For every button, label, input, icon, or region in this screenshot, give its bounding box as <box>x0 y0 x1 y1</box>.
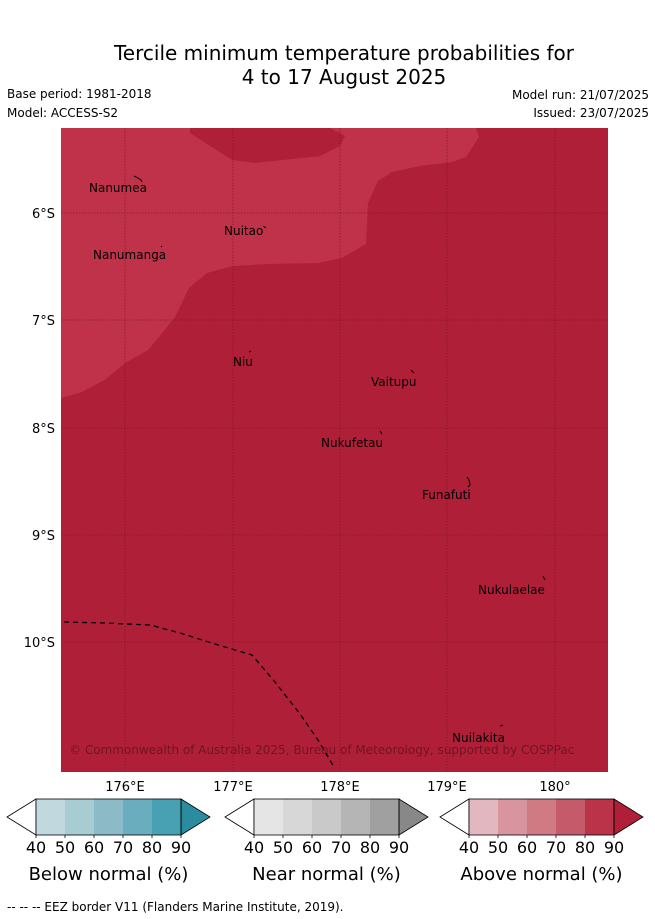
colorbar-tick-label: 90 <box>389 838 409 857</box>
colorbar-tick-label: 70 <box>546 838 566 857</box>
legend-below-normal: 40 50 60 70 80 90 Below normal (%) <box>6 798 211 885</box>
colorbar-tick-label: 90 <box>171 838 191 857</box>
colorbar-tick-label: 70 <box>331 838 351 857</box>
colorbar-segment <box>94 799 123 835</box>
legend-title: Near normal (%) <box>252 864 401 885</box>
graticule <box>61 128 608 772</box>
colorbar-segment <box>36 799 65 835</box>
island-shapes <box>133 175 546 727</box>
lon-label: 178°E <box>320 780 360 795</box>
nukufetau-island <box>379 430 383 435</box>
colorbar-segment <box>527 799 556 835</box>
nanumanga-island <box>160 245 163 248</box>
island-label: Nuitao <box>224 224 263 238</box>
colorbar-tick-label: 70 <box>113 838 133 857</box>
colorbar-extend-high <box>398 798 429 836</box>
colorbar-segment <box>123 799 152 835</box>
island-label: Nanumea <box>89 181 147 195</box>
colorbar-outline <box>468 798 615 836</box>
colorbar-tick-label: 40 <box>244 838 264 857</box>
legend-near-normal: 40 50 60 70 80 90 Near normal (%) <box>224 798 429 885</box>
lat-label: 8°S <box>32 422 55 437</box>
colorbar-outline <box>253 798 400 836</box>
colorbar-tick-label: 60 <box>84 838 104 857</box>
colorbar-segment <box>283 799 312 835</box>
nuilakita-island <box>499 724 504 727</box>
colorbar-segment <box>556 799 585 835</box>
legend-title: Above normal (%) <box>460 864 622 885</box>
colorbar-extend-low <box>439 798 470 836</box>
lon-label: 176°E <box>105 780 145 795</box>
model-run: Model run: 21/07/2025 <box>511 88 649 102</box>
issued-date: Issued: 23/07/2025 <box>533 106 649 120</box>
colorbar-tick-label: 50 <box>273 838 293 857</box>
legend-title: Below normal (%) <box>29 864 189 885</box>
island-label: Nukulaelae <box>478 583 545 597</box>
colorbar-tick-label: 80 <box>360 838 380 857</box>
model-name: Model: ACCESS-S2 <box>7 106 119 120</box>
eez-border <box>63 621 335 768</box>
copyright-notice: © Commonwealth of Australia 2025, Bureau… <box>69 743 574 757</box>
colorbar-tick-label: 40 <box>26 838 46 857</box>
colorbar-extend-low <box>6 798 37 836</box>
probability-region-80-90 <box>61 128 479 398</box>
colorbar-segment <box>498 799 527 835</box>
colorbar-tick-label: 60 <box>517 838 537 857</box>
colorbar-segment <box>469 799 498 835</box>
lat-label: 6°S <box>32 207 55 222</box>
vaitupu-island <box>410 369 415 374</box>
colorbar-tick-label: 50 <box>55 838 75 857</box>
island-label: Nuilakita <box>452 731 505 745</box>
island-label: Nanumanga <box>93 248 166 262</box>
colorbar-segment <box>585 799 614 835</box>
lat-label: 10°S <box>24 636 55 651</box>
colorbar-tick-label: 60 <box>302 838 322 857</box>
island-label: Vaitupu <box>371 375 417 389</box>
colorbar-extend-high <box>180 798 211 836</box>
colorbar-tick-label: 50 <box>488 838 508 857</box>
nukulaelae-island <box>542 575 546 581</box>
lat-label: 7°S <box>32 314 55 329</box>
legend-above-normal: 40 50 60 70 80 90 Above normal (%) <box>439 798 644 885</box>
colorbar-tick-label: 90 <box>604 838 624 857</box>
colorbar-segment <box>370 799 399 835</box>
island-label: Funafuti <box>422 488 471 502</box>
colorbar-extend-low <box>224 798 255 836</box>
colorbar-tick-label: 80 <box>575 838 595 857</box>
island-label: Nukufetau <box>321 436 383 450</box>
colorbar-segment <box>312 799 341 835</box>
lon-label: 179°E <box>427 780 467 795</box>
colorbar-segment <box>152 799 181 835</box>
colorbar-segment <box>254 799 283 835</box>
colorbar-extend-high <box>613 798 644 836</box>
colorbar-segment <box>65 799 94 835</box>
lon-label: 180° <box>539 780 570 795</box>
nanumea-island <box>133 175 143 183</box>
colorbar-tick-label: 40 <box>459 838 479 857</box>
nuitao-island <box>262 225 267 229</box>
lon-label: 177°E <box>213 780 253 795</box>
colorbar-outline <box>35 798 182 836</box>
lat-label: 9°S <box>32 529 55 544</box>
island-label: Niu <box>233 355 253 369</box>
funafuti-island <box>466 476 471 488</box>
colorbar-tick-label: 80 <box>142 838 162 857</box>
colorbar-segment <box>341 799 370 835</box>
niu-island <box>248 350 252 353</box>
base-period: Base period: 1981-2018 <box>7 87 152 101</box>
eez-footer-note: -- -- -- EEZ border V11 (Flanders Marine… <box>7 900 344 914</box>
chart-title-line1: Tercile minimum temperature probabilitie… <box>113 41 575 65</box>
chart-title-line2: 4 to 17 August 2025 <box>241 65 447 89</box>
